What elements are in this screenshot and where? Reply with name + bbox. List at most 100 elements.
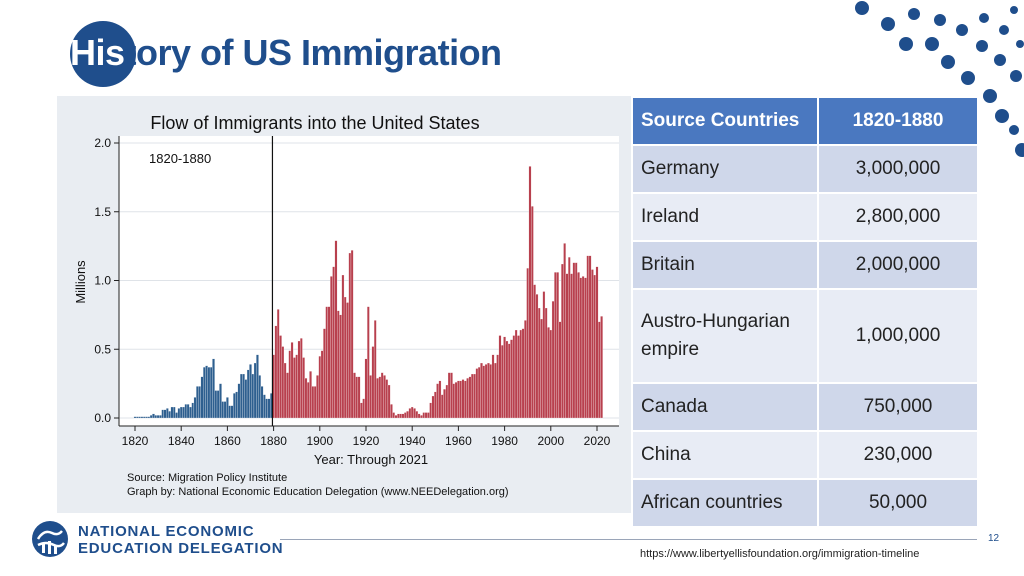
bar: [226, 397, 229, 419]
bar: [207, 367, 211, 419]
bar: [401, 413, 405, 419]
bar: [364, 358, 368, 419]
bar: [175, 412, 178, 419]
bar: [205, 365, 208, 419]
source-countries-table: Source Countries 1820-1880 Germany 3,000…: [631, 96, 979, 528]
bar: [519, 329, 523, 419]
bar: [579, 277, 583, 419]
count-cell: 2,800,000: [817, 192, 979, 242]
bar: [147, 416, 151, 419]
bar: [196, 386, 199, 419]
country-line-1: Austro-Hungarian: [641, 311, 790, 332]
bar: [140, 416, 144, 419]
bar: [510, 339, 513, 419]
bar: [383, 375, 386, 419]
bar: [346, 302, 349, 419]
country-cell: Ireland: [631, 192, 819, 242]
bar: [397, 413, 400, 419]
y-tick-label: 0.5: [94, 342, 111, 356]
table-row: Canada 750,000: [631, 382, 979, 432]
bar: [182, 406, 185, 419]
bar: [193, 397, 197, 419]
bar: [464, 380, 467, 419]
bar: [152, 413, 155, 419]
country-cell: Austro-Hungarian empire: [631, 288, 819, 384]
bar: [198, 386, 201, 419]
bar: [524, 320, 527, 419]
bar: [537, 307, 541, 419]
bar: [186, 404, 190, 419]
bar: [325, 306, 329, 419]
x-tick-label: 1880: [260, 434, 287, 448]
bar: [434, 391, 437, 419]
need-logo: NATIONAL ECONOMIC EDUCATION DELEGATION: [30, 519, 283, 559]
header-source-countries: Source Countries: [631, 96, 819, 146]
bar: [577, 272, 580, 419]
bar: [239, 373, 243, 419]
chart-source: Source: Migration Policy Institute: [127, 472, 288, 484]
bar: [166, 408, 169, 419]
bar: [313, 386, 317, 419]
bar: [584, 277, 587, 419]
bar: [424, 412, 428, 419]
count-cell: 2,000,000: [817, 240, 979, 290]
bar: [318, 356, 322, 419]
bar: [156, 415, 160, 419]
bar: [429, 402, 432, 419]
bar: [581, 276, 585, 419]
bar: [554, 272, 557, 419]
globe-icon: [32, 521, 68, 557]
bar: [440, 394, 444, 419]
bar: [219, 383, 222, 419]
bar: [293, 357, 296, 419]
bar: [244, 379, 248, 419]
bar: [327, 306, 331, 419]
bar: [399, 413, 402, 419]
bar: [503, 336, 506, 419]
bar: [154, 415, 158, 419]
bar: [457, 380, 460, 419]
bar: [295, 354, 298, 419]
bar: [233, 393, 236, 419]
bar: [323, 328, 326, 419]
country-cell: Britain: [631, 240, 819, 290]
count-cell: 750,000: [817, 382, 979, 432]
bar: [184, 404, 188, 419]
bar: [438, 380, 442, 419]
bar: [408, 408, 412, 419]
bar: [200, 376, 204, 419]
bar: [179, 406, 183, 419]
bar: [350, 250, 354, 419]
bar: [544, 307, 548, 419]
bar: [496, 354, 499, 419]
bar: [159, 415, 162, 419]
bar: [288, 350, 292, 419]
bars: [133, 166, 603, 419]
bar: [413, 408, 416, 419]
bar: [235, 391, 238, 419]
count-cell: 230,000: [817, 430, 979, 480]
bar: [168, 411, 171, 419]
bar: [482, 365, 486, 419]
bar: [353, 372, 356, 419]
bar: [403, 412, 407, 419]
source-url: https://www.libertyellisfoundation.org/i…: [640, 548, 920, 560]
title-circle: [70, 21, 136, 87]
bar: [161, 409, 165, 419]
country-cell: African countries: [631, 478, 819, 528]
bar: [531, 206, 534, 419]
bar: [170, 406, 174, 419]
x-tick-label: 1980: [491, 434, 518, 448]
x-axis-label: Year: Through 2021: [314, 452, 428, 467]
bar: [447, 372, 451, 419]
bar: [410, 406, 414, 419]
bar: [163, 409, 167, 419]
bar: [394, 415, 398, 419]
logo-line-1: NATIONAL ECONOMIC: [78, 523, 255, 540]
bar: [542, 291, 546, 419]
bar: [595, 266, 599, 419]
bar: [540, 318, 543, 419]
bar: [216, 390, 220, 419]
bar: [228, 405, 231, 419]
period-annotation: 1820-1880: [149, 151, 211, 166]
